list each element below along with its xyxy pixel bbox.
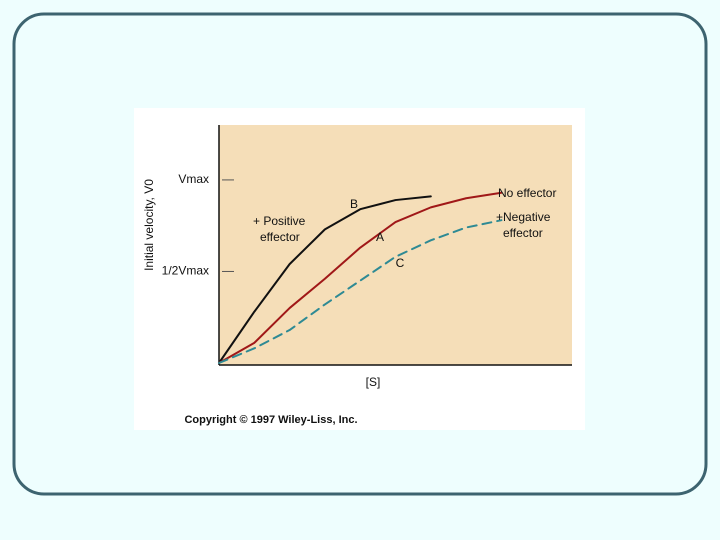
series-line: [218, 191, 503, 364]
y-axis-label: Initial velocity, V0: [142, 179, 156, 271]
y-tick-label: Vmax: [178, 172, 209, 186]
y-tick-label: 1/2Vmax: [162, 264, 209, 278]
copyright: Copyright © 1997 Wiley-Liss, Inc.: [184, 414, 357, 426]
curve-letter: A: [376, 230, 384, 244]
series-label: No effector: [498, 186, 556, 200]
series-line: [218, 219, 503, 364]
curve-letter: B: [350, 197, 358, 211]
series-label: +Negative effector: [496, 210, 551, 240]
series-label: + Positive effector: [253, 214, 306, 244]
plot-area: [219, 125, 572, 365]
x-axis-label: [S]: [366, 375, 381, 389]
curve-letter: C: [396, 256, 405, 270]
series-line: [218, 195, 432, 364]
